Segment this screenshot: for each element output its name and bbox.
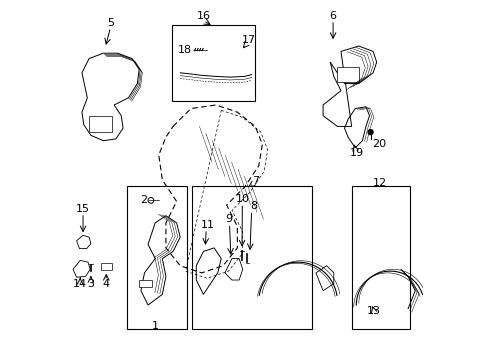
Text: 14: 14 <box>72 279 86 289</box>
Text: 3: 3 <box>87 279 94 289</box>
Text: 9: 9 <box>224 214 231 224</box>
Bar <box>192 186 311 329</box>
Text: 16: 16 <box>196 12 210 21</box>
Bar <box>351 186 408 329</box>
Text: 2: 2 <box>140 195 147 205</box>
Text: 15: 15 <box>76 203 90 213</box>
Circle shape <box>367 130 372 135</box>
Bar <box>171 24 255 102</box>
Text: 18: 18 <box>178 45 191 55</box>
Bar <box>101 263 111 270</box>
Text: 8: 8 <box>249 201 257 211</box>
Bar <box>139 280 151 287</box>
Text: 17: 17 <box>241 35 255 45</box>
Text: 13: 13 <box>366 306 380 316</box>
Text: 7: 7 <box>251 176 258 186</box>
Text: 6: 6 <box>329 11 336 21</box>
Text: 12: 12 <box>372 178 386 188</box>
Bar <box>127 186 187 329</box>
Bar <box>89 116 112 132</box>
Text: 4: 4 <box>102 279 110 289</box>
Text: 10: 10 <box>235 194 249 203</box>
Text: 5: 5 <box>107 18 114 28</box>
Text: 11: 11 <box>201 220 215 230</box>
Bar <box>337 67 358 82</box>
Text: 1: 1 <box>151 321 159 331</box>
Text: 19: 19 <box>349 148 364 158</box>
Text: 20: 20 <box>372 139 386 149</box>
